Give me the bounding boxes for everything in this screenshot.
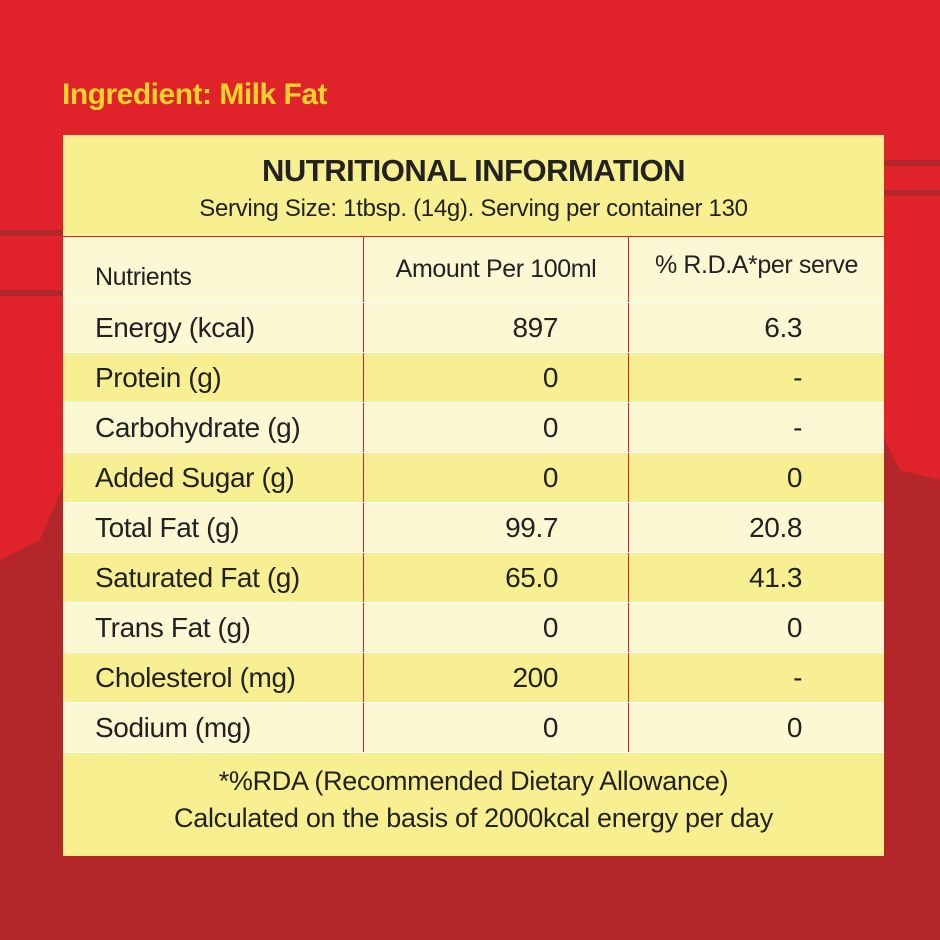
ingredient: Ingredient: Milk Fat (62, 78, 328, 111)
table-cell: 0 (363, 353, 628, 402)
header-row: Nutrients Amount Per 100ml% R.D.A*per ser… (63, 237, 884, 303)
header-cell: % R.D.A*per serve (628, 237, 884, 302)
panel-title: NUTRITIONAL INFORMATION (261, 153, 686, 188)
serving-info: Serving Size: 1tbsp. (14g). Serving per … (199, 195, 748, 222)
stripe (884, 190, 940, 196)
nutrition-table: Nutrients Amount Per 100ml% R.D.A*per ser… (63, 236, 884, 753)
table-cell: Carbohydrate (g) (95, 411, 301, 443)
table-row: Cholesterol (mg) 200- (63, 653, 884, 703)
table-cell: 0 (363, 603, 628, 652)
table-cell: 0 (628, 603, 884, 652)
table-row: Total Fat (g) 99.7 20.8 (63, 503, 884, 553)
table-cell: 0 (628, 703, 884, 752)
table-row: Sodium (mg) 0 0 (63, 703, 884, 753)
table-cell: Sodium (mg) (95, 711, 251, 743)
table-cell: Trans Fat (g) (95, 611, 251, 643)
table-cell: 41.3 (628, 553, 884, 602)
table-cell: 0 (363, 703, 628, 752)
table-cell: Energy (kcal) (95, 311, 255, 343)
table-cell: 200 (363, 653, 628, 702)
header-cell: Nutrients (95, 263, 192, 291)
table-cell: 0 (628, 453, 884, 502)
table-cell: 897 (363, 303, 628, 352)
table-cell: Added Sugar (g) (95, 461, 295, 493)
nutrition-panel: NUTRITIONAL INFORMATION Serving Size: 1t… (63, 135, 884, 856)
table-cell: 6.3 (628, 303, 884, 352)
table-row: Protein (g) 0- (63, 353, 884, 403)
table-row: Energy (kcal) 897 6.3 (63, 303, 884, 353)
table-cell: - (628, 403, 884, 452)
table-row: Added Sugar (g) 0 0 (63, 453, 884, 503)
table-cell: 99.7 (363, 503, 628, 552)
footnote: *%RDA (Recommended Dietary Allowance) Cal… (63, 763, 884, 837)
table-cell: - (628, 353, 884, 402)
stripe (884, 160, 940, 166)
footnote-line: Calculated on the basis of 2000kcal ener… (174, 803, 773, 833)
table-cell: 65.0 (363, 553, 628, 602)
table-cell: 0 (363, 403, 628, 452)
table-cell: Cholesterol (mg) (95, 661, 296, 693)
table-cell: Protein (g) (95, 361, 222, 393)
table-row: Trans Fat (g) 0 0 (63, 603, 884, 653)
header-cell: Amount Per 100ml (363, 237, 628, 302)
stripe (0, 290, 63, 296)
table-cell: Saturated Fat (g) (95, 561, 300, 593)
table-cell: - (628, 653, 884, 702)
table-cell: 20.8 (628, 503, 884, 552)
footnote-line: *%RDA (Recommended Dietary Allowance) (218, 766, 729, 796)
table-cell: 0 (363, 453, 628, 502)
table-cell: Total Fat (g) (95, 511, 240, 543)
stripe (0, 230, 63, 236)
table-row: Saturated Fat (g) 65.0 41.3 (63, 553, 884, 603)
table-row: Carbohydrate (g) 0- (63, 403, 884, 453)
